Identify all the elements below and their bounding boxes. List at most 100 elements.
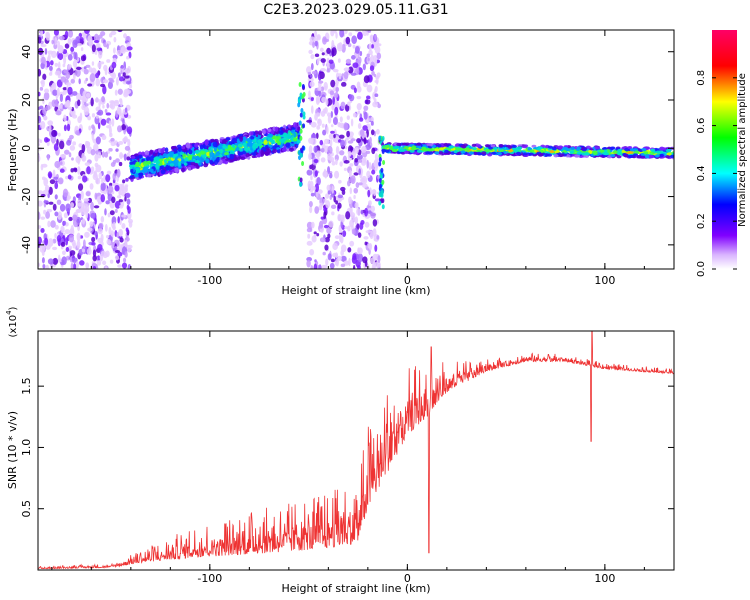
spectrogram-cell xyxy=(335,257,340,267)
spectrogram-cell xyxy=(67,106,73,110)
spectrogram-cell xyxy=(69,202,75,208)
spectrogram-cell xyxy=(311,70,317,75)
spectrogram-cell xyxy=(324,244,329,251)
spectrogram-cell xyxy=(314,53,320,58)
spectrogram-cell xyxy=(254,141,259,148)
spectrogram-cell xyxy=(96,111,102,116)
spectrogram-cell xyxy=(182,153,187,158)
spectrogram-cell xyxy=(351,228,356,235)
snr-y-label: SNR (10 * v/v) xyxy=(6,411,19,489)
spectrogram-cell xyxy=(293,132,297,138)
spectrogram-cell xyxy=(76,208,80,213)
spectrogram-cell xyxy=(45,104,51,111)
spectrogram-cell xyxy=(188,149,193,155)
spectrogram-cell xyxy=(316,34,321,39)
spectrogram-cell xyxy=(48,124,52,132)
x-tick-label: 0 xyxy=(404,274,411,287)
spectrogram-cell xyxy=(98,34,103,39)
spectrogram-cell xyxy=(348,257,351,267)
spectrogram-cell xyxy=(360,209,364,215)
spectrogram-cell xyxy=(90,212,96,219)
spectrogram-cell xyxy=(164,147,169,153)
spectrogram-cell xyxy=(50,220,56,228)
spectrogram-cell xyxy=(41,56,46,64)
spectrogram-cell xyxy=(331,48,335,58)
spectrogram-cell xyxy=(117,88,123,95)
spectrogram-cell xyxy=(80,47,84,52)
spectrogram-cell xyxy=(64,30,69,39)
spectrogram-cell xyxy=(354,147,359,154)
spectrogram-cell xyxy=(547,145,553,149)
spectrogram-cell xyxy=(177,147,182,152)
spectrogram-cell xyxy=(311,235,317,243)
spectrogram-cell xyxy=(315,150,322,158)
spectrogram-cell xyxy=(126,55,130,60)
spectrogram-cell xyxy=(374,79,379,84)
spectrogram-cell xyxy=(112,247,116,252)
spectrogram-cell xyxy=(70,46,75,53)
spectrogram-cell xyxy=(75,68,81,77)
spectrogram-cell xyxy=(129,161,134,165)
spectrogram-cell xyxy=(375,128,380,135)
spectrogram-cell xyxy=(101,177,104,184)
spectrogram-cell xyxy=(283,132,288,138)
spectrogram-cell xyxy=(248,131,254,136)
spectrogram-cell xyxy=(130,168,134,173)
spectrogram-cell xyxy=(114,255,120,261)
spectrogram-cell xyxy=(111,61,117,69)
spectrogram-y-ticks: 40 20 0 -20 -40 xyxy=(20,45,674,254)
spectrogram-cell xyxy=(158,155,164,159)
spectrogram-cell xyxy=(68,216,73,222)
spectrogram-cell xyxy=(360,220,365,225)
spectrogram-cell xyxy=(330,204,337,209)
spectrogram-cell xyxy=(318,89,322,97)
spectrogram-cell xyxy=(56,199,62,205)
spectrogram-cell xyxy=(351,55,356,60)
spectrogram-cell xyxy=(636,155,642,159)
spectrogram-cell xyxy=(511,147,517,151)
spectrogram-cell xyxy=(88,67,93,73)
spectrogram-cell xyxy=(327,114,332,124)
spectrogram-cell xyxy=(349,187,353,195)
spectrogram-cell xyxy=(319,237,326,243)
spectrogram-cell xyxy=(368,200,372,206)
spectrogram-cell xyxy=(218,148,224,154)
spectrogram-cell xyxy=(118,76,124,82)
spectrogram-cell xyxy=(665,148,671,153)
spectrogram-cell xyxy=(323,210,327,220)
spectrogram-cell xyxy=(63,124,67,132)
y-tick-label: -40 xyxy=(20,236,33,254)
spectrogram-cell xyxy=(47,120,54,126)
spectrogram-cell xyxy=(100,118,107,126)
spectrogram-cell xyxy=(208,146,214,152)
spectrogram-cell xyxy=(649,151,655,155)
spectrogram-cell xyxy=(302,111,306,117)
spectrogram-cell xyxy=(322,36,327,45)
spectrogram-cell xyxy=(43,177,49,187)
spectrogram-cell xyxy=(114,249,120,253)
spectrogram-cell xyxy=(126,198,131,205)
spectrogram-cell xyxy=(324,170,328,179)
spectrogram-cell xyxy=(47,50,54,55)
spectrogram-cell xyxy=(69,145,76,151)
spectrogram-cell xyxy=(324,85,327,89)
spectrogram-cell xyxy=(144,150,150,156)
spectrogram-cell xyxy=(403,150,409,155)
spectrogram-cell xyxy=(38,138,41,143)
spectrogram-cell xyxy=(72,59,78,68)
spectrogram-cell xyxy=(209,155,214,161)
spectrogram-cell xyxy=(114,89,118,96)
spectrogram-cell xyxy=(38,190,44,195)
spectrogram-cell xyxy=(314,259,317,263)
spectrogram-cell xyxy=(100,194,106,203)
spectrogram-cell xyxy=(313,158,319,164)
spectrogram-cell xyxy=(40,227,45,233)
spectrogram-cell xyxy=(65,71,71,80)
spectrogram-cell xyxy=(346,115,350,120)
spectrogram-cell xyxy=(160,165,165,169)
spectrogram-cell xyxy=(368,161,372,171)
spectrogram-cell xyxy=(69,250,76,256)
spectrogram-cell xyxy=(306,119,313,123)
spectrogram-cell xyxy=(377,103,382,109)
spectrogram-cell xyxy=(154,149,158,153)
